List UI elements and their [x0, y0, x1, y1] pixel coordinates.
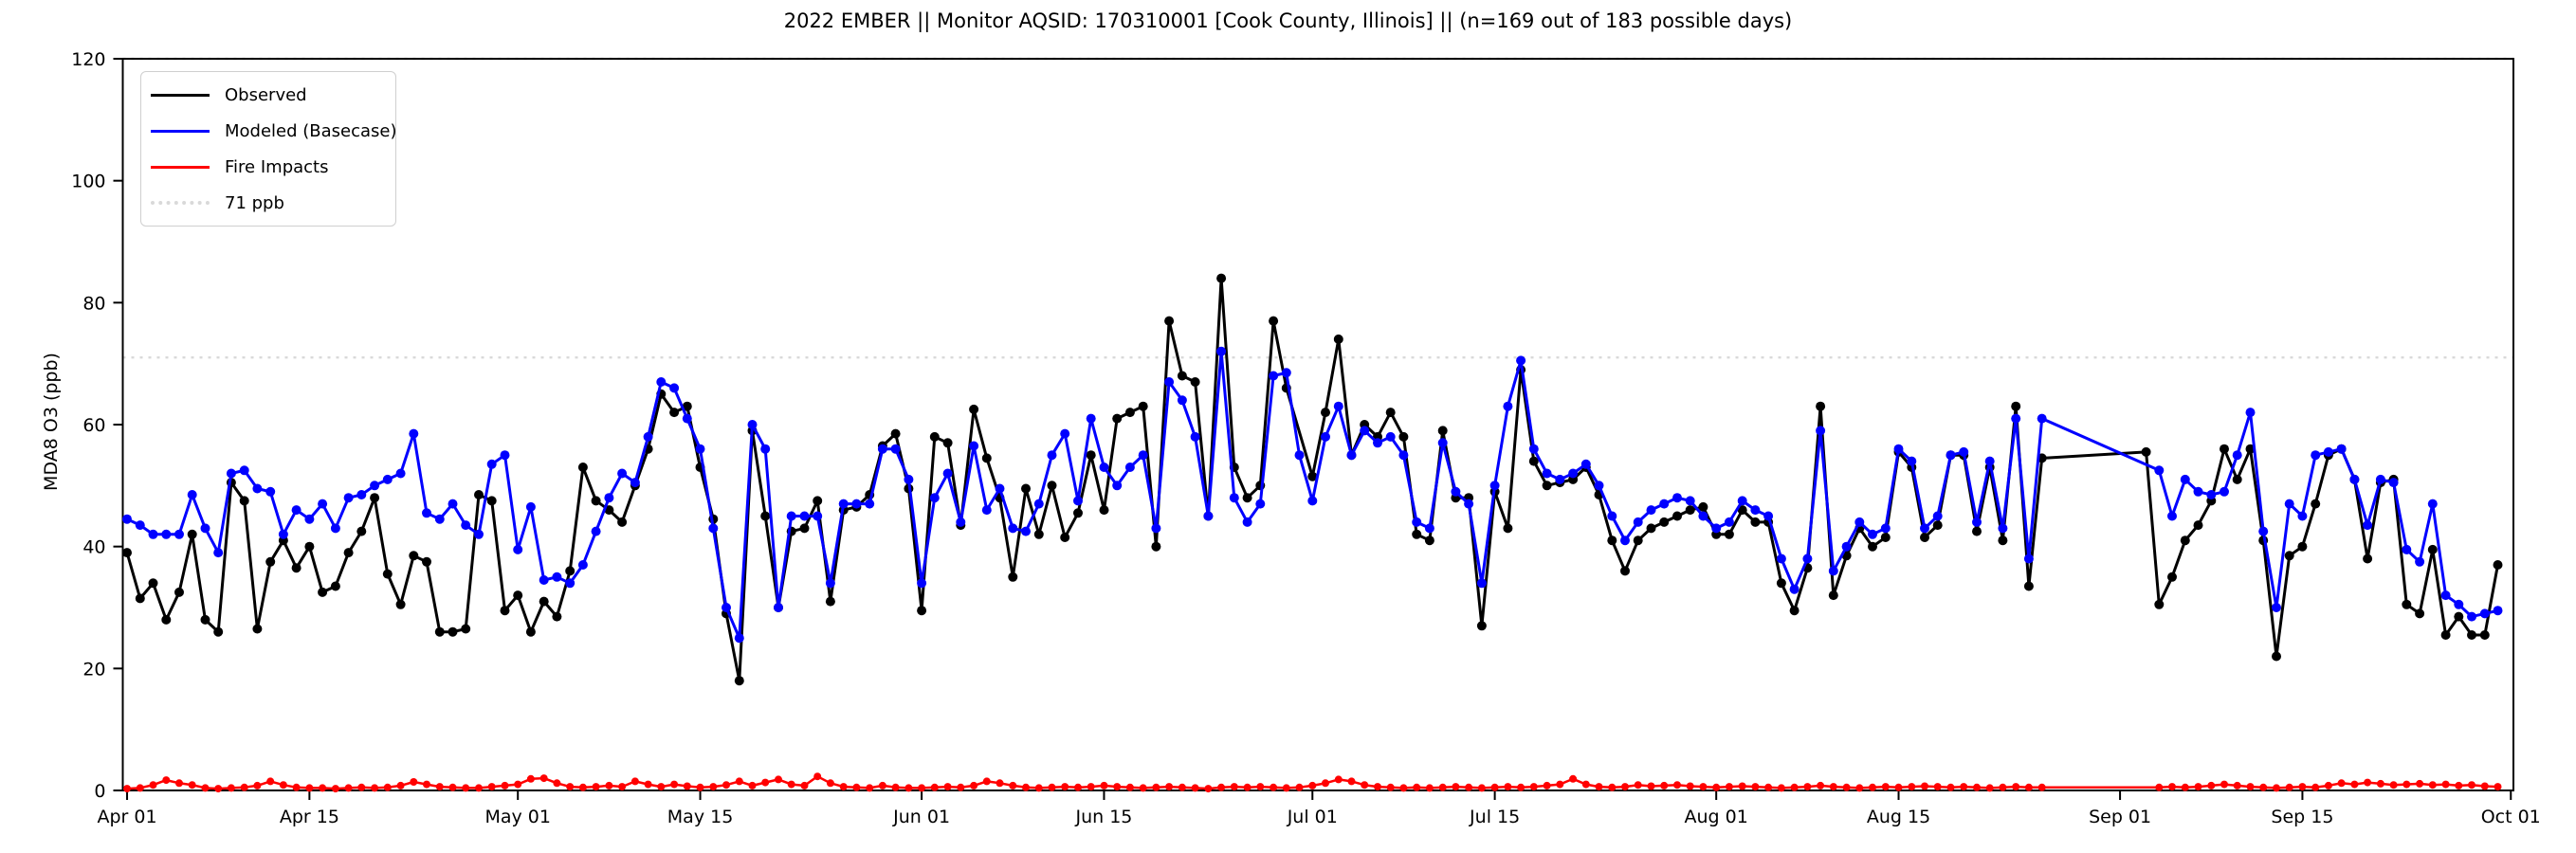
svg-text:Jun 01: Jun 01 [892, 807, 950, 827]
modeled-line-swatch [151, 129, 210, 133]
svg-text:100: 100 [71, 172, 105, 192]
chart-title: 2022 EMBER || Monitor AQSID: 170310001 [… [783, 9, 1793, 32]
svg-text:80: 80 [82, 293, 105, 314]
series-markers [123, 772, 2502, 793]
svg-text:Jun 15: Jun 15 [1074, 807, 1132, 827]
legend-item-observed: Observed [151, 82, 384, 108]
svg-text:0: 0 [94, 781, 105, 802]
svg-text:Oct 01: Oct 01 [2481, 807, 2541, 827]
svg-text:May 01: May 01 [484, 807, 551, 827]
svg-text:60: 60 [82, 415, 105, 436]
svg-text:Sep 01: Sep 01 [2089, 807, 2151, 827]
svg-text:Aug 01: Aug 01 [1685, 807, 1748, 827]
threshold-line-swatch [151, 201, 210, 205]
legend-item-threshold: 71 ppb [151, 190, 384, 216]
svg-text:Apr 01: Apr 01 [97, 807, 156, 827]
legend-label: 71 ppb [225, 192, 284, 213]
svg-text:20: 20 [82, 659, 105, 680]
svg-text:Sep 15: Sep 15 [2271, 807, 2333, 827]
series-markers [122, 346, 2503, 644]
legend-label: Fire Impacts [225, 156, 329, 177]
legend-label: Observed [225, 84, 307, 105]
svg-text:40: 40 [82, 537, 105, 558]
observed-line-swatch [151, 93, 210, 97]
y-axis-label: MDA8 O3 (ppb) [41, 353, 62, 491]
svg-text:Jul 15: Jul 15 [1469, 807, 1520, 827]
svg-text:120: 120 [71, 49, 105, 70]
svg-text:Apr 15: Apr 15 [280, 807, 339, 827]
series-markers [122, 273, 2503, 686]
svg-text:Aug 15: Aug 15 [1867, 807, 1930, 827]
legend: Observed Modeled (Basecase) Fire Impacts… [140, 71, 397, 227]
svg-text:May 15: May 15 [667, 807, 734, 827]
legend-item-modeled: Modeled (Basecase) [151, 118, 397, 144]
svg-text:Jul 01: Jul 01 [1287, 807, 1338, 827]
fire-line-swatch [151, 165, 210, 169]
legend-item-fire: Fire Impacts [151, 154, 384, 180]
legend-label: Modeled (Basecase) [225, 120, 397, 141]
